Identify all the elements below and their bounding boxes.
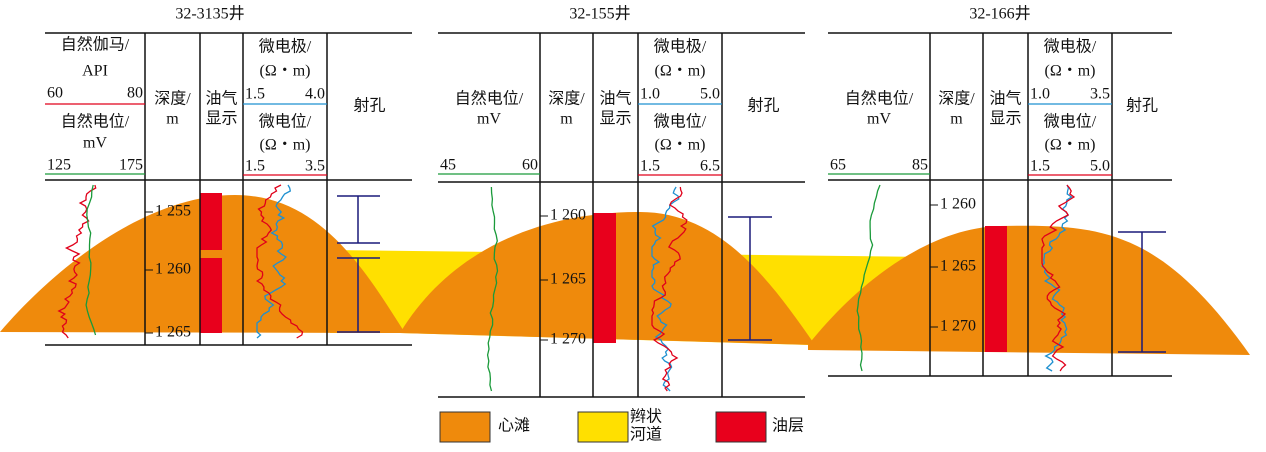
- track-label: (Ω・m): [1045, 137, 1096, 154]
- oil-layer: [200, 193, 222, 250]
- scale-max: 80: [127, 85, 143, 102]
- scale-max: 3.5: [1090, 86, 1110, 103]
- track-label: (Ω・m): [260, 137, 311, 154]
- scale-min: 1.5: [1030, 158, 1050, 175]
- depth-header: 深度/: [154, 90, 191, 108]
- track-label: mV: [867, 111, 891, 128]
- well-frame: [45, 32, 412, 346]
- track-label: 微电极/: [259, 38, 312, 56]
- depth-label: 1 270: [940, 318, 976, 335]
- log-curve: [256, 184, 292, 339]
- scale-max: 6.5: [700, 158, 720, 175]
- scale-min: 1.5: [245, 86, 265, 103]
- track-label: 微电位/: [654, 113, 707, 131]
- depth-label: 1 270: [550, 331, 586, 348]
- log-curve: [651, 186, 688, 392]
- oil-layer: [985, 226, 1007, 352]
- well-title: 32-3135井: [175, 5, 244, 23]
- oil-layer: [593, 213, 616, 343]
- track-label: mV: [83, 135, 107, 152]
- perf-header: 射孔: [353, 97, 385, 115]
- scale-max: 85: [912, 157, 928, 174]
- legend-swatch: [715, 411, 767, 443]
- log-curve: [486, 186, 499, 392]
- legend-label: 辫状: [630, 408, 662, 426]
- depth-label: 1 260: [550, 207, 586, 224]
- oil-layer: [200, 258, 222, 333]
- scale-min: 60: [47, 85, 63, 102]
- scale-min: 45: [440, 157, 456, 174]
- well-title: 32-166井: [969, 5, 1030, 23]
- scale-min: 1.0: [1030, 86, 1050, 103]
- bar-body: [808, 225, 1250, 355]
- scale-max: 4.0: [305, 86, 325, 103]
- track-label: 自然伽马/: [61, 36, 130, 54]
- depth-label: 1 265: [155, 324, 191, 341]
- show-header: 油气: [599, 90, 631, 108]
- scale-min: 1.0: [640, 86, 660, 103]
- depth-header: 深度/: [938, 90, 975, 108]
- track-label: API: [82, 63, 108, 80]
- track-label: mV: [477, 111, 501, 128]
- track-label: 自然电位/: [845, 90, 914, 108]
- depth-label: 1 255: [155, 203, 191, 220]
- log-curve: [256, 184, 304, 339]
- track-label: (Ω・m): [655, 137, 706, 154]
- show-header: 显示: [205, 111, 237, 128]
- scale-min: 125: [47, 157, 71, 174]
- log-curve: [856, 184, 881, 372]
- legend-label: 油层: [772, 417, 804, 435]
- legend-label: 河道: [630, 426, 662, 444]
- well-frame: [438, 32, 805, 398]
- log-curve: [57, 184, 97, 339]
- legend-label: 心滩: [498, 417, 530, 435]
- well-title: 32-155井: [569, 5, 630, 23]
- track-label: 自然电位/: [61, 113, 130, 131]
- depth-label: 1 260: [155, 261, 191, 278]
- scale-max: 175: [119, 157, 143, 174]
- depth-header: m: [166, 111, 179, 128]
- log-curve: [1041, 184, 1076, 372]
- track-label: 微电位/: [259, 113, 312, 131]
- scale-max: 5.0: [700, 86, 720, 103]
- depth-header: m: [560, 111, 573, 128]
- depth-header: 深度/: [548, 90, 585, 108]
- depth-header: m: [950, 111, 963, 128]
- track-label: 自然电位/: [455, 90, 524, 108]
- log-curve: [85, 184, 97, 336]
- show-header: 显示: [989, 111, 1021, 128]
- perf-header: 射孔: [747, 97, 779, 115]
- show-header: 显示: [599, 111, 631, 128]
- track-label: (Ω・m): [1045, 63, 1096, 80]
- track-label: 微电极/: [1044, 38, 1097, 56]
- depth-label: 1 260: [940, 196, 976, 213]
- log-curve: [651, 186, 680, 392]
- scale-max: 60: [522, 157, 538, 174]
- show-header: 油气: [989, 90, 1021, 108]
- show-header: 油气: [205, 90, 237, 108]
- track-label: 微电位/: [1044, 113, 1097, 131]
- scale-min: 1.5: [640, 158, 660, 175]
- scale-max: 5.0: [1090, 158, 1110, 175]
- scale-min: 65: [830, 157, 846, 174]
- depth-label: 1 265: [940, 258, 976, 275]
- depth-label: 1 265: [550, 271, 586, 288]
- scale-max: 3.5: [305, 158, 325, 175]
- scale-min: 1.5: [245, 158, 265, 175]
- track-label: (Ω・m): [655, 63, 706, 80]
- perforations: [337, 195, 1166, 353]
- perf-header: 射孔: [1126, 97, 1158, 115]
- legend-swatch: [439, 411, 491, 443]
- track-label: 微电极/: [654, 38, 707, 56]
- track-label: (Ω・m): [260, 63, 311, 80]
- legend-swatch: [577, 411, 629, 443]
